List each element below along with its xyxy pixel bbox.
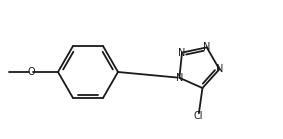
Text: N: N (216, 64, 223, 74)
Text: N: N (176, 73, 183, 83)
Text: Cl: Cl (194, 111, 203, 121)
Text: N: N (203, 42, 211, 52)
Text: O: O (27, 67, 35, 77)
Text: N: N (178, 48, 186, 58)
